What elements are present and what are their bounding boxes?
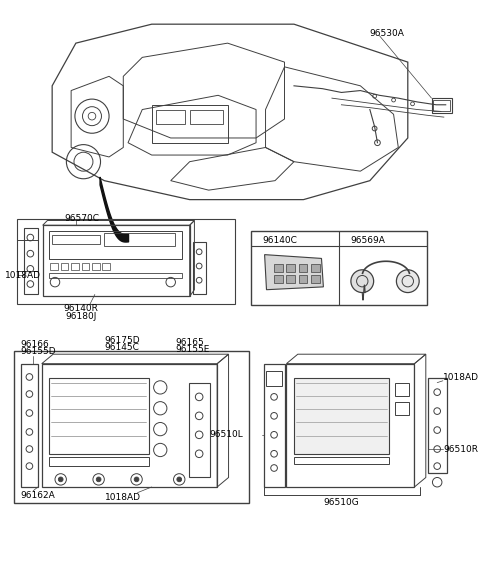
Circle shape — [351, 270, 373, 292]
Text: 96175D: 96175D — [104, 336, 140, 345]
Bar — [428, 378, 447, 473]
Bar — [189, 383, 210, 477]
Text: 96155D: 96155D — [21, 347, 57, 356]
Text: 1018AD: 1018AD — [105, 493, 141, 502]
Bar — [287, 275, 295, 283]
Bar — [252, 231, 427, 305]
Bar — [192, 242, 206, 295]
Polygon shape — [264, 254, 324, 290]
Bar — [287, 364, 414, 487]
Text: 96140R: 96140R — [63, 304, 98, 313]
Circle shape — [96, 477, 101, 482]
Text: 96155E: 96155E — [176, 345, 210, 354]
Bar — [396, 402, 409, 415]
Bar — [156, 109, 185, 123]
Bar — [49, 273, 182, 278]
Bar — [433, 100, 450, 112]
Bar — [152, 105, 228, 143]
Bar — [299, 275, 307, 283]
Bar — [49, 457, 149, 466]
Text: 96140C: 96140C — [263, 236, 298, 245]
Bar — [104, 233, 176, 246]
Bar — [82, 263, 89, 270]
Circle shape — [134, 477, 139, 482]
Bar — [49, 231, 182, 259]
Bar — [311, 275, 320, 283]
Bar — [299, 264, 307, 271]
Bar — [43, 225, 190, 296]
Text: 96145C: 96145C — [104, 343, 139, 352]
Text: 96180J: 96180J — [65, 312, 96, 320]
Text: 1018AD: 1018AD — [443, 373, 479, 382]
Circle shape — [59, 477, 63, 482]
Bar — [274, 264, 283, 271]
Bar — [52, 234, 99, 244]
Bar — [14, 352, 250, 503]
Bar — [311, 264, 320, 271]
Text: 96165: 96165 — [176, 337, 204, 347]
Text: 96530A: 96530A — [370, 29, 405, 38]
Bar — [266, 372, 282, 386]
Bar — [294, 457, 389, 464]
Circle shape — [396, 270, 419, 292]
Text: 1018AD: 1018AD — [5, 271, 41, 280]
Bar — [21, 364, 38, 487]
Text: 96166: 96166 — [21, 340, 49, 349]
Bar — [60, 263, 68, 270]
Bar — [264, 364, 285, 487]
Bar — [42, 364, 217, 487]
Bar — [432, 98, 452, 113]
Bar — [24, 228, 38, 295]
Text: 96569A: 96569A — [350, 236, 385, 245]
Circle shape — [177, 477, 181, 482]
Text: 96510L: 96510L — [209, 430, 243, 439]
Bar — [396, 383, 409, 396]
Text: 96162A: 96162A — [21, 491, 56, 500]
Bar — [287, 264, 295, 271]
Text: 96510R: 96510R — [443, 444, 478, 453]
Bar — [190, 109, 223, 123]
Bar — [49, 378, 149, 454]
Bar — [71, 263, 79, 270]
Bar — [50, 263, 58, 270]
Bar — [294, 378, 389, 454]
Bar — [17, 218, 235, 304]
Text: 96510G: 96510G — [324, 498, 360, 508]
Bar — [102, 263, 110, 270]
Bar — [92, 263, 99, 270]
Text: 96570C: 96570C — [64, 214, 99, 223]
Bar — [274, 275, 283, 283]
